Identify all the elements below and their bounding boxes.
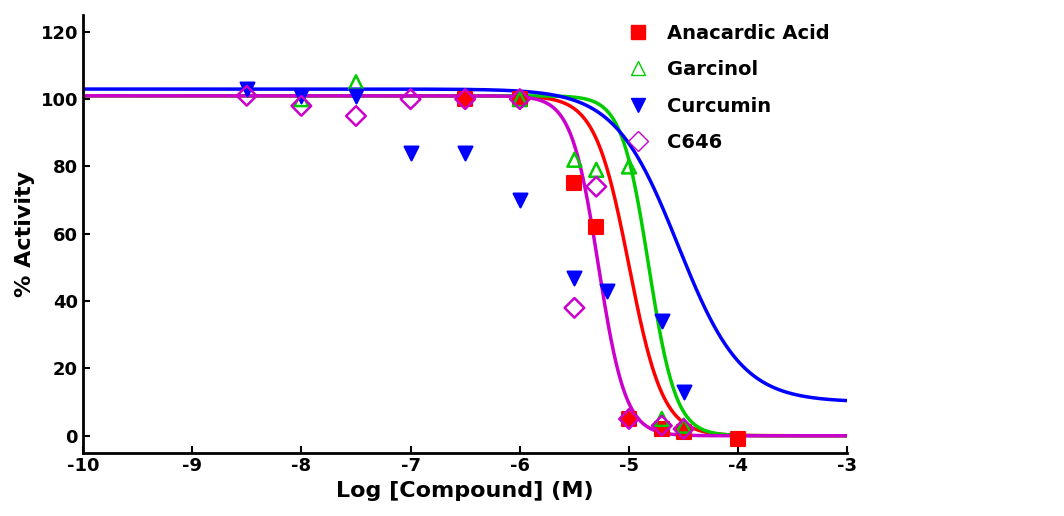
Point (348, 112, 365, 120)
Point (456, 149, 473, 157)
Point (566, 179, 583, 187)
Point (730, 435, 747, 443)
Point (512, 196, 529, 204)
Point (653, 425, 670, 433)
Point (653, 317, 670, 326)
Point (293, 95, 310, 103)
Point (587, 183, 604, 191)
Point (620, 163, 637, 171)
Point (566, 156, 583, 164)
Point (676, 428, 693, 437)
Y-axis label: % Activity: % Activity (15, 171, 35, 297)
Point (348, 92, 365, 100)
Point (566, 273, 583, 282)
Legend: Anacardic Acid, Garcinol, Curcumin, C646: Anacardic Acid, Garcinol, Curcumin, C646 (611, 16, 837, 160)
Point (587, 166, 604, 174)
Point (676, 425, 693, 433)
Point (456, 95, 473, 103)
Point (653, 422, 670, 430)
X-axis label: Log [Compound] (M): Log [Compound] (M) (336, 481, 594, 501)
Point (599, 287, 616, 295)
Point (587, 223, 604, 231)
Point (293, 92, 310, 100)
Point (620, 415, 637, 423)
Point (348, 78, 365, 87)
Point (653, 415, 670, 423)
Point (402, 95, 419, 103)
Point (566, 304, 583, 312)
Point (512, 95, 529, 103)
Point (676, 422, 693, 430)
Point (238, 92, 255, 100)
Point (456, 95, 473, 103)
Point (512, 95, 529, 103)
Point (238, 85, 255, 93)
Point (293, 102, 310, 110)
Point (512, 95, 529, 103)
Point (620, 415, 637, 423)
Point (402, 149, 419, 157)
Point (676, 388, 693, 396)
